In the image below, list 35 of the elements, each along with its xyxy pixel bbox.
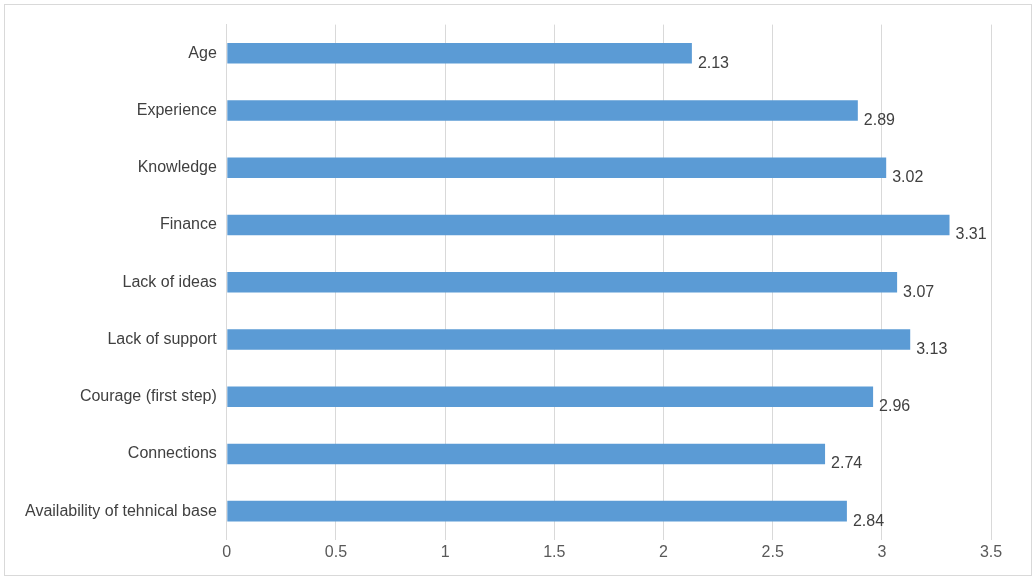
bar — [227, 271, 898, 293]
bar — [227, 329, 911, 350]
x-tick-label: 1.5 — [543, 542, 566, 560]
data-label: 2.74 — [831, 454, 863, 472]
y-tick-label: Finance — [159, 215, 217, 233]
data-label: 3.13 — [916, 339, 948, 357]
x-tick-label: 0 — [222, 542, 232, 560]
data-label: 2.96 — [879, 397, 911, 415]
data-label: 3.07 — [903, 282, 935, 300]
y-tick-label: Knowledge — [137, 158, 217, 176]
data-label: 2.84 — [852, 511, 885, 529]
x-tick-label: 2 — [659, 542, 669, 560]
bar — [227, 157, 887, 179]
y-tick-label: Connections — [127, 444, 217, 462]
bar — [227, 443, 826, 465]
y-tick-label: Lack of ideas — [122, 272, 217, 290]
bar — [227, 100, 858, 121]
bar — [227, 214, 950, 236]
data-label: 2.13 — [697, 53, 730, 71]
data-label: 3.31 — [955, 225, 987, 243]
bar — [227, 500, 847, 522]
x-tick-label: 2.5 — [761, 542, 784, 560]
x-tick-label: 3.5 — [979, 542, 1003, 560]
x-tick-label: 3 — [877, 542, 887, 560]
data-label: 3.02 — [892, 168, 924, 186]
x-tick-label: 1 — [440, 542, 450, 560]
y-tick-label: Availability of tehnical base — [24, 501, 217, 519]
y-tick-label: Age — [188, 43, 217, 61]
data-label: 2.89 — [863, 110, 896, 128]
bar — [227, 386, 874, 407]
y-tick-label: Experience — [136, 100, 217, 118]
y-tick-label: Courage (first step) — [79, 387, 217, 405]
x-tick-label: 0.5 — [324, 542, 348, 560]
bar — [227, 42, 692, 64]
y-tick-label: Lack of support — [107, 329, 218, 347]
